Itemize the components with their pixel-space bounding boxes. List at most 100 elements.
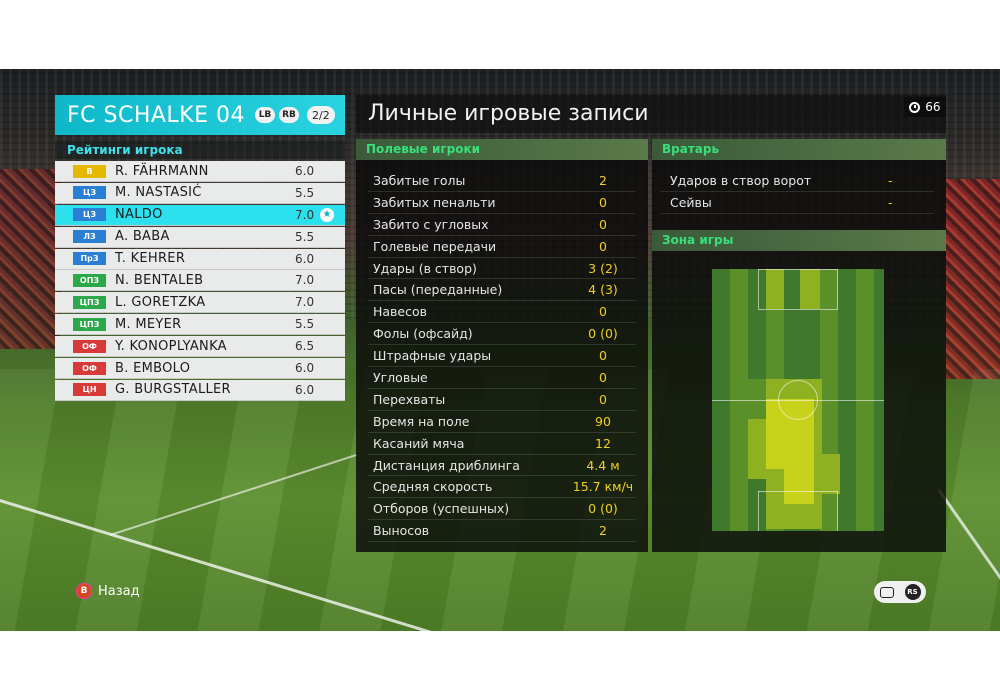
b-button-icon: B bbox=[76, 583, 92, 599]
stat-row: Забитые голы 2 bbox=[368, 170, 636, 192]
stat-label: Забито с угловых bbox=[373, 216, 489, 232]
page-title: Личные игровые записи bbox=[356, 95, 946, 133]
position-badge: ПрЗ bbox=[73, 252, 106, 266]
heatmap-cell bbox=[820, 454, 840, 494]
field-section-header: Полевые игроки bbox=[356, 139, 648, 160]
heatmap-pitch-line bbox=[758, 491, 759, 531]
stats-list: Забитые голы 2 Забитых пенальти 0 Забито с у… bbox=[356, 170, 648, 543]
position-badge: ОФ bbox=[73, 361, 106, 375]
player-row[interactable]: ЦЗ NALDO 7.0 ★ bbox=[55, 204, 345, 226]
crowd-left bbox=[0, 169, 60, 349]
heatmap-pitch-line bbox=[837, 269, 838, 309]
position-badge: В bbox=[73, 164, 106, 178]
rb-button-icon[interactable]: RB bbox=[279, 107, 299, 123]
stat-label: Навесов bbox=[373, 304, 428, 320]
controller-hints[interactable]: RS bbox=[874, 581, 926, 603]
stat-value: 4.4 м bbox=[586, 457, 620, 473]
stat-row: Навесов 0 bbox=[368, 301, 636, 324]
player-row[interactable]: ЦН G. BURGSTALLER 6.0 bbox=[55, 379, 345, 401]
position-badge: ЦН bbox=[73, 383, 106, 397]
player-rating: 5.5 bbox=[295, 317, 315, 332]
stat-label: Перехваты bbox=[373, 391, 446, 407]
player-rating: 7.0 bbox=[295, 273, 315, 288]
stat-row: Угловые 0 bbox=[368, 367, 636, 389]
player-name: M. NASTASIĆ bbox=[115, 185, 202, 201]
heatmap-cell bbox=[784, 454, 814, 504]
stat-label: Время на поле bbox=[373, 413, 470, 429]
player-name: M. MEYER bbox=[115, 316, 182, 332]
stat-value: 90 bbox=[595, 413, 611, 429]
player-rating: 5.5 bbox=[295, 229, 315, 244]
player-row[interactable]: ЦПЗ M. MEYER 5.5 bbox=[55, 314, 345, 336]
gk-stat-value: - bbox=[888, 173, 893, 188]
position-badge: ОФ bbox=[73, 339, 106, 353]
gk-section-header: Вратарь bbox=[652, 139, 946, 160]
player-name: G. BURGSTALLER bbox=[115, 382, 231, 398]
player-row[interactable]: ЦЗ M. NASTASIĆ 5.5 bbox=[55, 182, 345, 204]
heatmap-pitch-line bbox=[758, 269, 838, 270]
gk-stat-row: Сейвы - bbox=[660, 192, 934, 214]
stat-value: 0 (0) bbox=[588, 326, 618, 342]
player-row[interactable]: ЦПЗ L. GORETZKA 7.0 bbox=[55, 292, 345, 314]
player-rating: 6.0 bbox=[295, 361, 315, 376]
stat-row: Перехваты 0 bbox=[368, 389, 636, 411]
stat-label: Выносов bbox=[373, 523, 430, 539]
stat-value: 2 bbox=[599, 523, 607, 539]
stat-row: Выносов 2 bbox=[368, 520, 636, 543]
player-name: N. BENTALEB bbox=[115, 272, 204, 288]
player-rating: 6.5 bbox=[295, 339, 315, 354]
heatmap-cell bbox=[766, 269, 784, 309]
game-screen: FC SCHALKE 04 LB RB 2/2 Рейтинги игрока … bbox=[0, 69, 1000, 631]
stat-row: Дистанция дриблинга 4.4 м bbox=[368, 455, 636, 477]
heatmap-cell bbox=[800, 269, 820, 309]
position-badge: ЛЗ bbox=[73, 230, 106, 244]
gk-stats-list: Ударов в створ ворот - Сейвы - bbox=[652, 170, 946, 214]
stat-row: Время на поле 90 bbox=[368, 411, 636, 433]
stat-row: Забито с угловых 0 bbox=[368, 214, 636, 236]
stat-label: Голевые передачи bbox=[373, 238, 497, 254]
heatmap-pitch-line bbox=[837, 491, 838, 531]
rs-button-icon[interactable]: RS bbox=[904, 584, 921, 600]
stat-label: Забитые голы bbox=[373, 172, 466, 188]
stat-row: Удары (в створ) 3 (2) bbox=[368, 258, 636, 280]
team-name: FC SCHALKE 04 bbox=[67, 102, 245, 128]
player-row[interactable]: ОФ Y. KONOPLYANKA 6.5 bbox=[55, 336, 345, 358]
back-control[interactable]: B Назад bbox=[76, 583, 140, 599]
heatmap-pitch-line bbox=[758, 269, 759, 309]
player-row[interactable]: ЛЗ A. BABA 5.5 bbox=[55, 226, 345, 248]
stat-label: Угловые bbox=[373, 369, 428, 385]
stat-value: 0 (0) bbox=[588, 501, 618, 517]
back-label: Назад bbox=[98, 583, 140, 599]
player-row[interactable]: ПрЗ T. KEHRER 6.0 bbox=[55, 248, 345, 270]
position-badge: ОПЗ bbox=[73, 273, 106, 287]
match-timer: 66 bbox=[904, 97, 946, 117]
player-rating: 7.0 bbox=[295, 207, 315, 222]
stat-value: 0 bbox=[599, 216, 607, 232]
zone-section-header: Зона игры bbox=[652, 230, 946, 251]
stat-label: Фолы (офсайд) bbox=[373, 326, 473, 342]
stat-row: Фолы (офсайд) 0 (0) bbox=[368, 323, 636, 346]
player-roster: В R. FÄHRMANN 6.0 ЦЗ M. NASTASIĆ 5.5 ЦЗ NALDO 7.… bbox=[55, 161, 345, 402]
timer-value: 66 bbox=[925, 100, 941, 114]
stat-row: Пасы (переданные) 4 (3) bbox=[368, 279, 636, 302]
player-rating: 7.0 bbox=[295, 295, 315, 310]
player-name: R. FÄHRMANN bbox=[115, 163, 209, 179]
lb-button-icon[interactable]: LB bbox=[255, 107, 275, 123]
stat-row: Касаний мяча 12 bbox=[368, 433, 636, 455]
stat-label: Пасы (переданные) bbox=[373, 282, 503, 298]
stat-value: 0 bbox=[599, 238, 607, 254]
player-name: B. EMBOLO bbox=[115, 360, 191, 376]
stat-value: 0 bbox=[599, 304, 607, 320]
stat-label: Удары (в створ) bbox=[373, 260, 477, 276]
player-row[interactable]: ОПЗ N. BENTALEB 7.0 bbox=[55, 270, 345, 292]
stat-value: 12 bbox=[595, 435, 611, 451]
player-row[interactable]: В R. FÄHRMANN 6.0 bbox=[55, 161, 345, 182]
crowd-right bbox=[946, 179, 1000, 379]
ratings-title: Рейтинги игрока bbox=[55, 141, 345, 159]
player-row[interactable]: ОФ B. EMBOLO 6.0 bbox=[55, 358, 345, 380]
gk-stat-row: Ударов в створ ворот - bbox=[660, 170, 934, 192]
chat-icon[interactable] bbox=[879, 586, 894, 598]
stat-label: Забитых пенальти bbox=[373, 194, 496, 210]
player-rating: 6.0 bbox=[295, 382, 315, 397]
gk-stat-value: - bbox=[888, 195, 893, 210]
